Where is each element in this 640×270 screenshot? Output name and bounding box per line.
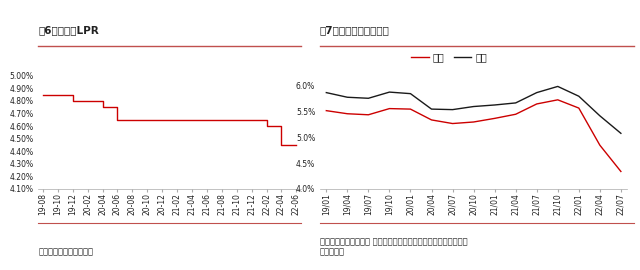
首套 (406, 107, 414, 111)
二套 (449, 108, 456, 111)
二套 (491, 103, 499, 107)
首套 (596, 144, 604, 147)
首套 (385, 107, 393, 110)
二套 (512, 101, 520, 104)
Line: 首套: 首套 (326, 100, 621, 171)
Legend: 首套, 二套: 首套, 二套 (407, 49, 491, 66)
首套 (449, 122, 456, 125)
首套 (575, 106, 582, 110)
首套 (491, 117, 499, 120)
二套 (575, 94, 582, 98)
首套 (554, 98, 562, 102)
Text: 图7：百城主流按揭利率: 图7：百城主流按揭利率 (320, 25, 390, 35)
Text: 资料来源：贝壳研究院 注：统计方法问题，该利率水平往往低于人
民银行公告: 资料来源：贝壳研究院 注：统计方法问题，该利率水平往往低于人 民银行公告 (320, 237, 468, 256)
首套 (470, 120, 477, 124)
首套 (323, 109, 330, 112)
首套 (617, 170, 625, 173)
Text: 图6：五年期LPR: 图6：五年期LPR (38, 25, 99, 35)
二套 (617, 132, 625, 135)
首套 (365, 113, 372, 116)
二套 (554, 85, 562, 88)
首套 (533, 102, 541, 106)
首套 (428, 118, 435, 122)
二套 (533, 91, 541, 94)
Line: 二套: 二套 (326, 86, 621, 133)
首套 (512, 113, 520, 116)
Text: 资料来源：中国人民银行: 资料来源：中国人民银行 (38, 248, 93, 256)
二套 (323, 91, 330, 94)
二套 (385, 90, 393, 94)
二套 (428, 107, 435, 111)
二套 (344, 96, 351, 99)
二套 (365, 97, 372, 100)
二套 (406, 92, 414, 95)
二套 (596, 114, 604, 117)
首套 (344, 112, 351, 115)
二套 (470, 105, 477, 108)
